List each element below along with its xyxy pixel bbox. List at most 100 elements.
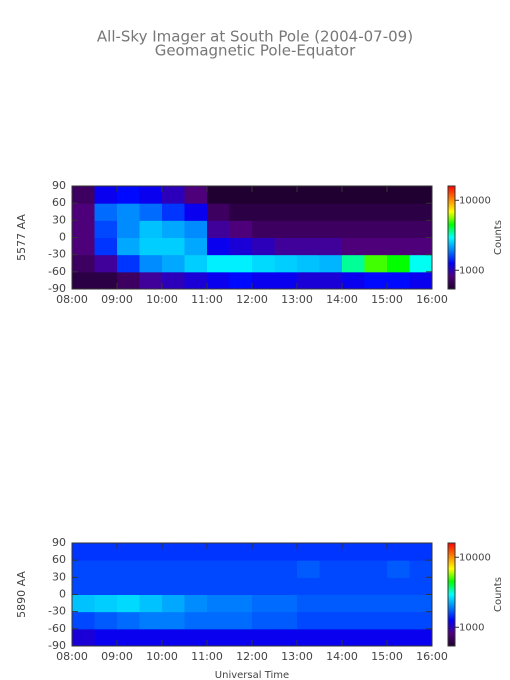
heatmap-cell	[252, 203, 275, 221]
heatmap-cell	[184, 220, 208, 238]
heatmap-cell	[94, 577, 118, 595]
x-tick-label: 14:00	[326, 293, 358, 306]
heatmap-cell	[409, 220, 433, 238]
x-tick-label: 10:00	[146, 293, 178, 306]
y-tick-label: -60	[48, 622, 66, 635]
heatmap-cell	[297, 628, 320, 647]
y-tick-label: 90	[52, 536, 66, 549]
heatmap-cell	[364, 186, 388, 204]
heatmap-cell	[72, 594, 95, 613]
heatmap-cell	[229, 254, 253, 273]
heatmap-cell	[94, 271, 118, 290]
heatmap-cell	[117, 594, 140, 613]
heatmap-cell	[184, 237, 208, 256]
heatmap-cell	[94, 594, 118, 613]
heatmap-cell	[117, 577, 140, 595]
heatmap-cell	[184, 594, 208, 613]
y-axis-label: 5890 AA	[15, 571, 28, 618]
heatmap-cell	[207, 611, 230, 630]
heatmap-cell	[274, 543, 298, 561]
heatmap-cell	[297, 220, 320, 238]
x-tick-label: 13:00	[281, 293, 313, 306]
heatmap-cell	[409, 594, 433, 613]
heatmap-cell	[387, 237, 410, 256]
colorbar	[447, 185, 456, 290]
colorbar-tick-label: 1000	[459, 265, 484, 276]
heatmap-cell	[252, 560, 275, 578]
x-tick-label: 09:00	[101, 650, 133, 663]
heatmap-cell	[207, 543, 230, 561]
y-tick-label: -90	[48, 282, 66, 295]
heatmap-cell	[342, 271, 365, 290]
heatmap-cell	[72, 203, 95, 221]
heatmap-cell	[274, 611, 298, 630]
heatmap-cell	[139, 220, 163, 238]
heatmap-cell	[364, 203, 388, 221]
heatmap-cell	[229, 220, 253, 238]
heatmap-cell	[207, 220, 230, 238]
chart-title: All-Sky Imager at South Pole (2004-07-09…	[97, 28, 413, 46]
heatmap-cell	[364, 220, 388, 238]
x-tick-label: 14:00	[326, 650, 358, 663]
heatmap-cell	[319, 220, 343, 238]
heatmap-cell	[319, 611, 343, 630]
heatmap-cell	[364, 254, 388, 273]
heatmap-cell	[342, 237, 365, 256]
heatmap-cell	[297, 577, 320, 595]
heatmap-cell	[72, 560, 95, 578]
y-tick-label: 0	[59, 588, 66, 601]
heatmap-cell	[184, 254, 208, 273]
heatmap-cell	[94, 543, 118, 561]
heatmap-cell	[162, 594, 185, 613]
y-tick-label: 90	[52, 179, 66, 192]
heatmap-cell	[252, 543, 275, 561]
heatmap-cell	[274, 254, 298, 273]
heatmap-cell	[364, 577, 388, 595]
heatmap-cell	[387, 611, 410, 630]
heatmap-cell	[162, 220, 185, 238]
heatmap-cell	[342, 560, 365, 578]
heatmap-cell	[162, 577, 185, 595]
heatmap-cell	[94, 237, 118, 256]
heatmap-cell	[94, 220, 118, 238]
heatmap-cell	[162, 543, 185, 561]
heatmap-cell	[274, 203, 298, 221]
heatmap-cell	[364, 543, 388, 561]
x-tick-label: 16:00	[416, 293, 448, 306]
heatmap-cell	[297, 611, 320, 630]
heatmap-cell	[364, 628, 388, 647]
heatmap-cell	[139, 611, 163, 630]
heatmap-cell	[184, 271, 208, 290]
heatmap-cell	[387, 186, 410, 204]
heatmap-cell	[342, 611, 365, 630]
heatmap-cell	[94, 611, 118, 630]
heatmap-cell	[184, 186, 208, 204]
heatmap-cell	[297, 203, 320, 221]
y-tick-label: -90	[48, 639, 66, 652]
heatmap-cell	[252, 254, 275, 273]
heatmap-cell	[139, 628, 163, 647]
heatmap-cell	[72, 254, 95, 273]
heatmap-cell	[72, 186, 95, 204]
heatmap-cell	[342, 186, 365, 204]
x-tick-label: 12:00	[236, 293, 268, 306]
heatmap-cell	[184, 628, 208, 647]
heatmap-cell	[297, 254, 320, 273]
heatmap-cell	[342, 594, 365, 613]
heatmap-cell	[387, 628, 410, 647]
heatmap-cell	[252, 594, 275, 613]
heatmap-cell	[387, 271, 410, 290]
heatmap-cell	[117, 271, 140, 290]
colorbar-tick-label: 10000	[459, 195, 491, 206]
heatmap-cell	[387, 203, 410, 221]
heatmap-cell	[409, 577, 433, 595]
heatmap-cell	[139, 543, 163, 561]
heatmap-cell	[207, 594, 230, 613]
heatmap-cell	[387, 594, 410, 613]
heatmap-cell	[387, 254, 410, 273]
heatmap-cell	[274, 577, 298, 595]
colorbar	[447, 542, 456, 647]
heatmap-cell	[184, 543, 208, 561]
y-tick-label: 60	[52, 196, 66, 209]
